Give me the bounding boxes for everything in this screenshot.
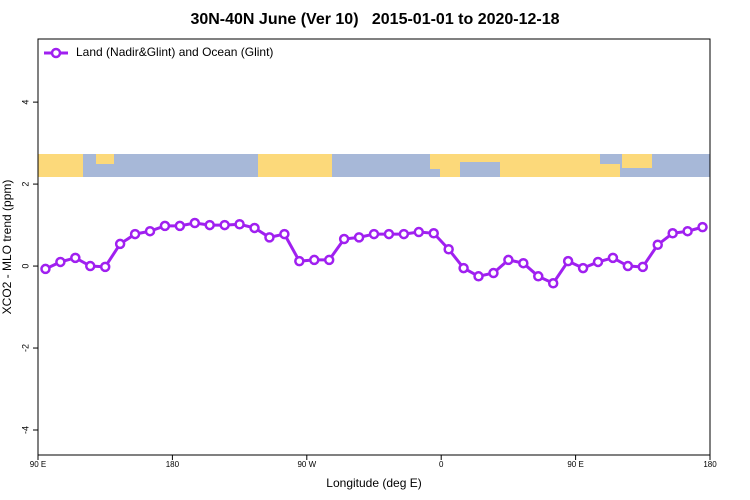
point bbox=[607, 252, 619, 264]
point bbox=[309, 254, 320, 266]
point bbox=[368, 228, 380, 240]
sea bbox=[460, 162, 500, 177]
point bbox=[443, 244, 454, 255]
y-tick-label: -2 bbox=[20, 344, 30, 352]
point bbox=[294, 255, 305, 267]
x-tick-label: 90 E bbox=[567, 460, 583, 469]
point bbox=[189, 217, 201, 229]
point bbox=[55, 256, 66, 268]
point bbox=[99, 261, 111, 273]
y-tick-label: 4 bbox=[20, 100, 30, 105]
point bbox=[637, 261, 649, 273]
land bbox=[622, 154, 652, 168]
y-tick-label: -4 bbox=[20, 426, 30, 434]
point bbox=[592, 256, 604, 268]
point bbox=[518, 257, 529, 269]
point bbox=[40, 263, 51, 275]
point bbox=[488, 267, 499, 279]
point bbox=[577, 262, 589, 274]
point bbox=[458, 262, 469, 274]
point bbox=[129, 228, 141, 240]
point bbox=[383, 228, 395, 240]
land bbox=[430, 154, 440, 169]
point bbox=[114, 238, 126, 250]
legend-marker bbox=[50, 47, 62, 59]
land bbox=[38, 154, 83, 177]
point bbox=[144, 225, 156, 237]
point bbox=[219, 219, 230, 231]
point bbox=[547, 278, 559, 289]
point bbox=[234, 219, 245, 230]
land bbox=[96, 154, 114, 164]
y-axis-title: XCO2 - MLO trend (ppm) bbox=[0, 180, 14, 315]
map-strip bbox=[38, 154, 710, 177]
point bbox=[159, 220, 171, 232]
chart-title: 30N-40N June (Ver 10) 2015-01-01 to 2020… bbox=[190, 11, 559, 28]
point bbox=[70, 252, 81, 264]
point bbox=[204, 219, 215, 231]
y-tick-label: 0 bbox=[20, 264, 30, 269]
x-tick-label: 180 bbox=[703, 460, 717, 469]
point bbox=[533, 271, 544, 282]
point bbox=[503, 254, 514, 266]
point bbox=[682, 225, 693, 237]
point bbox=[264, 232, 275, 243]
point bbox=[279, 228, 290, 240]
point bbox=[413, 226, 425, 238]
point bbox=[562, 255, 574, 267]
point bbox=[338, 233, 350, 245]
land bbox=[258, 154, 332, 177]
legend-label: Land (Nadir&Glint) and Ocean (Glint) bbox=[76, 45, 273, 59]
point bbox=[652, 239, 663, 250]
y-tick-label: 2 bbox=[20, 182, 30, 187]
point bbox=[174, 220, 186, 232]
x-tick-label: 90 E bbox=[30, 460, 46, 469]
plot-frame bbox=[37, 38, 711, 456]
point bbox=[428, 228, 439, 239]
x-axis-title: Longitude (deg E) bbox=[326, 476, 421, 490]
point bbox=[667, 228, 678, 239]
point bbox=[353, 232, 365, 243]
x-tick-label: 0 bbox=[439, 460, 444, 469]
point bbox=[249, 222, 260, 234]
x-tick-label: 180 bbox=[166, 460, 180, 469]
point bbox=[323, 254, 335, 266]
point bbox=[85, 260, 96, 272]
point bbox=[622, 260, 634, 272]
sea bbox=[600, 154, 620, 164]
point bbox=[697, 221, 708, 233]
x-tick-label: 90 W bbox=[297, 460, 316, 469]
point bbox=[473, 271, 484, 282]
point bbox=[398, 228, 410, 240]
